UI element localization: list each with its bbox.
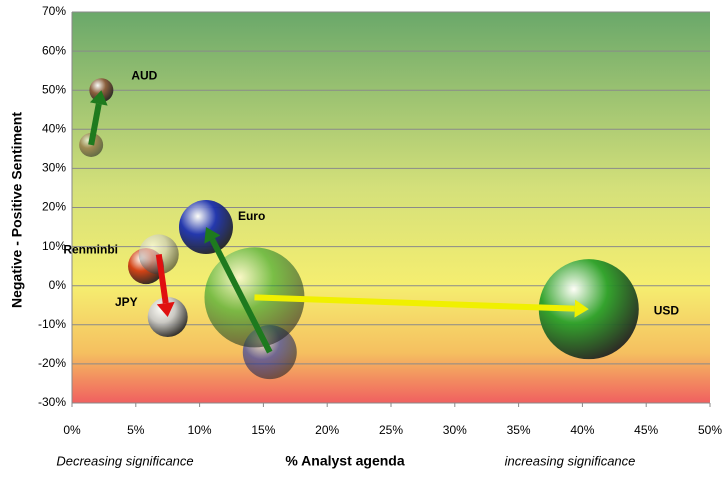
y-tick-label: 0% bbox=[49, 278, 67, 292]
y-tick-label: 10% bbox=[42, 239, 66, 253]
x-note: increasing significance bbox=[505, 453, 636, 468]
arrow-head bbox=[156, 301, 175, 317]
series-label: AUD bbox=[131, 68, 157, 82]
x-tick-label: 50% bbox=[698, 423, 722, 437]
y-tick-label: 30% bbox=[42, 161, 66, 175]
arrow-head bbox=[204, 227, 221, 244]
y-tick-label: 20% bbox=[42, 200, 66, 214]
y-tick-label: 70% bbox=[42, 4, 66, 18]
series-label: Euro bbox=[238, 209, 265, 223]
x-tick-label: 35% bbox=[507, 423, 531, 437]
x-tick-label: 10% bbox=[188, 423, 212, 437]
arrow-shaft bbox=[209, 238, 273, 354]
arrow-shaft bbox=[254, 294, 575, 312]
series-label: USD bbox=[654, 303, 680, 317]
y-tick-label: 40% bbox=[42, 121, 66, 135]
x-tick-label: 20% bbox=[315, 423, 339, 437]
y-tick-label: -30% bbox=[38, 395, 66, 409]
x-axis-label: % Analyst agenda bbox=[285, 453, 405, 469]
y-tick-label: 50% bbox=[42, 82, 66, 96]
x-tick-label: 30% bbox=[443, 423, 467, 437]
arrow-shaft bbox=[155, 253, 169, 304]
bubble bbox=[138, 234, 179, 275]
y-tick-label: -10% bbox=[38, 317, 66, 331]
x-tick-label: 15% bbox=[251, 423, 275, 437]
y-axis-label: Negative - Positive Sentiment bbox=[9, 112, 25, 308]
x-tick-label: 5% bbox=[127, 423, 145, 437]
x-tick-label: 45% bbox=[634, 423, 658, 437]
x-tick-label: 40% bbox=[570, 423, 594, 437]
arrow-head bbox=[574, 299, 589, 318]
arrow-shaft bbox=[88, 103, 102, 146]
y-tick-label: 60% bbox=[42, 43, 66, 57]
x-tick-label: 0% bbox=[63, 423, 81, 437]
x-tick-label: 25% bbox=[379, 423, 403, 437]
arrow-head bbox=[89, 90, 108, 106]
y-tick-label: -20% bbox=[38, 356, 66, 370]
series-label: JPY bbox=[115, 295, 138, 309]
x-note: Decreasing significance bbox=[56, 453, 193, 468]
series-label: Renminbi bbox=[63, 242, 118, 256]
